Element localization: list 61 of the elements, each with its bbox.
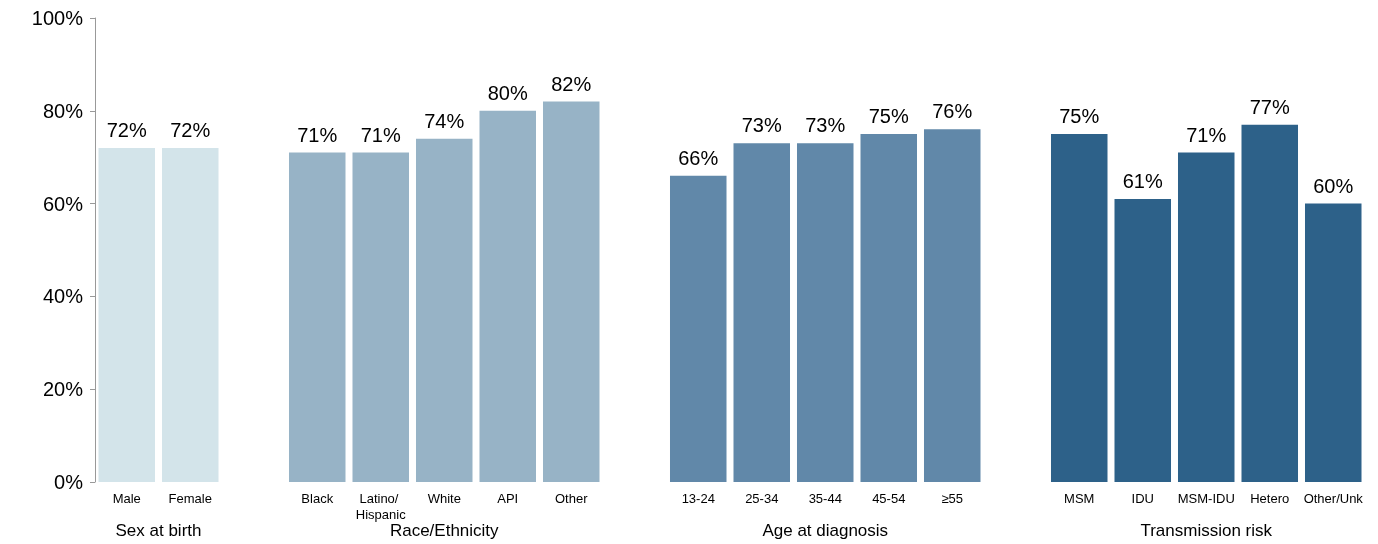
text: Sex at birth <box>115 521 202 540</box>
bar <box>479 110 537 482</box>
text: Age at diagnosis <box>762 521 889 540</box>
bar <box>1304 203 1362 482</box>
data-label: 72% <box>106 118 147 141</box>
x-tick-label: 45-54 <box>872 490 906 506</box>
x-tick-label: Male <box>112 490 141 506</box>
data-label: 73% <box>741 114 782 137</box>
x-tick-label: 35-44 <box>808 490 842 506</box>
data-label: 60% <box>1313 174 1354 197</box>
y-tick-label: 100% <box>31 7 84 29</box>
x-tick-label: White <box>427 490 461 506</box>
bar <box>542 101 600 482</box>
bar <box>1241 124 1299 482</box>
data-label: 73% <box>805 114 846 137</box>
x-tick-label: Female <box>168 490 212 506</box>
text: Race/Ethnicity <box>389 521 500 540</box>
data-label: 75% <box>868 105 909 127</box>
data-label: 80% <box>487 81 528 104</box>
y-tick-label: 20% <box>42 378 84 401</box>
bar <box>860 134 918 482</box>
bar <box>352 152 410 482</box>
x-tick-label: IDU <box>1131 490 1154 506</box>
data-label: 72% <box>170 118 211 141</box>
data-label: 71% <box>1186 123 1227 146</box>
x-tick-label: Other <box>554 490 589 506</box>
x-tick-label: 13-24 <box>681 490 715 506</box>
bar <box>98 147 156 482</box>
x-tick-label: 25-34 <box>745 490 779 506</box>
x-tick-label: MSM-IDU <box>1177 490 1235 506</box>
data-label: 61% <box>1122 169 1163 192</box>
data-label: 71% <box>360 123 401 146</box>
x-tick-label: ≥55 <box>941 490 964 506</box>
x-tick-label: Hetero <box>1250 490 1290 506</box>
bar <box>288 152 346 482</box>
y-tick-label: 0% <box>54 471 84 493</box>
bar <box>415 138 473 482</box>
bar <box>1177 152 1235 482</box>
bar <box>733 143 791 482</box>
x-tick-label: Black <box>301 490 334 506</box>
data-label: 77% <box>1249 95 1290 118</box>
y-tick-label: 80% <box>42 99 84 122</box>
data-label: 82% <box>551 72 592 95</box>
bar <box>161 147 219 482</box>
text: Transmission risk <box>1140 521 1273 540</box>
bar <box>923 129 981 482</box>
data-label: 75% <box>1059 105 1100 127</box>
x-tick-label: MSM <box>1064 490 1095 506</box>
bar <box>796 143 854 482</box>
data-label: 71% <box>297 123 338 146</box>
x-tick-label: Latino/ Hispanic <box>355 490 407 522</box>
x-tick-label: Other/Unk <box>1303 490 1364 506</box>
data-label: 74% <box>424 109 465 132</box>
y-tick-label: 40% <box>42 285 84 308</box>
bar <box>1050 134 1108 482</box>
data-label: 66% <box>678 146 719 169</box>
y-tick-label: 60% <box>42 192 84 215</box>
data-label: 76% <box>932 100 973 123</box>
x-tick-label: API <box>497 490 519 506</box>
bar <box>1114 198 1172 482</box>
bar <box>669 175 727 482</box>
